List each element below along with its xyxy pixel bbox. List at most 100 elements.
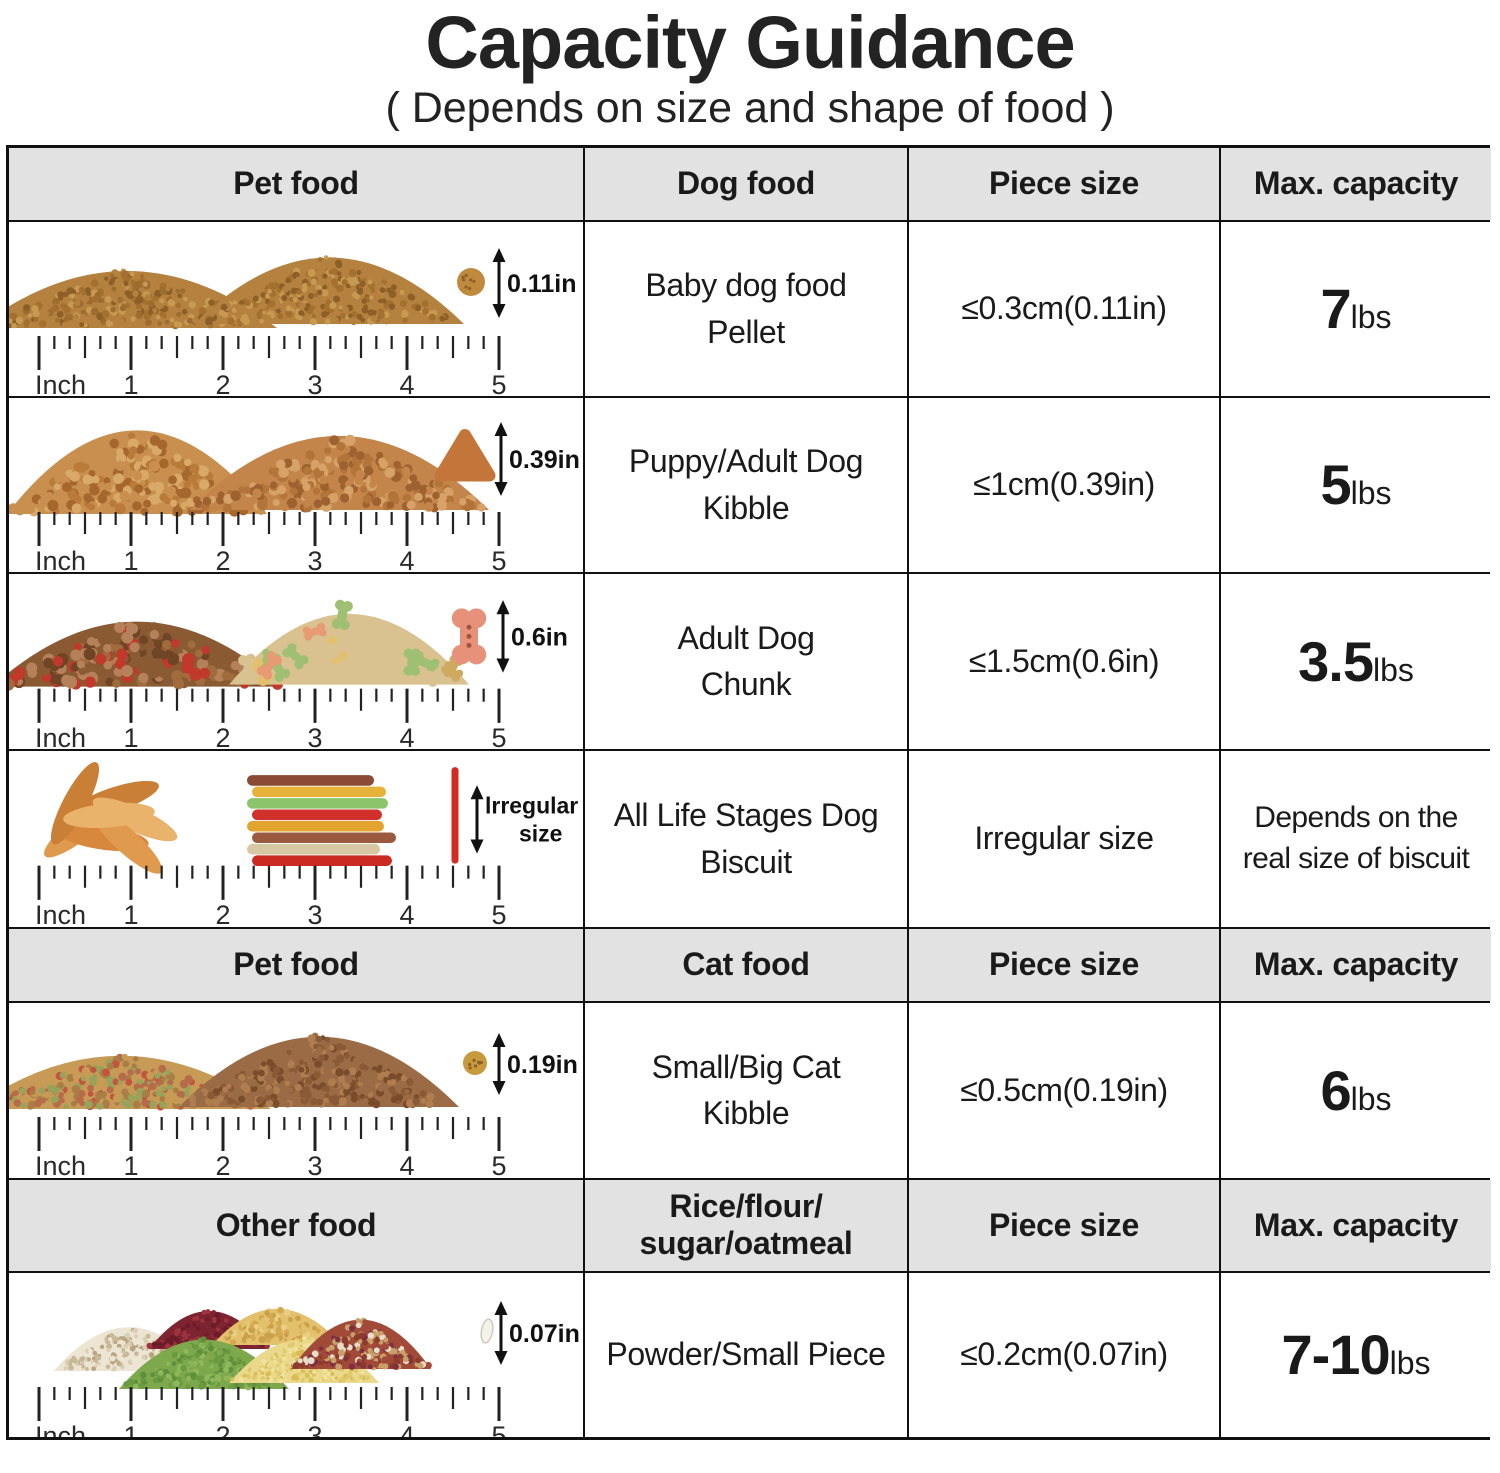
piece-size-cell: ≤1.5cm(0.6in) (909, 573, 1219, 749)
grains-food-image: 0.07in 1 2 3 4 5 Inch (35, 1300, 580, 1437)
svg-text:2: 2 (215, 1151, 230, 1178)
capacity-cell: Depends on the real size of biscuit (1221, 750, 1491, 927)
capacity-cell: 7-10 lbs (1221, 1272, 1491, 1437)
svg-text:5: 5 (491, 722, 506, 749)
svg-text:1: 1 (123, 1151, 138, 1178)
dog-kibble-food-image: 0.39in 1 2 3 4 5 Inch (9, 421, 580, 572)
svg-text:4: 4 (399, 370, 414, 396)
svg-text:5: 5 (491, 370, 506, 396)
inch-ruler: 1 2 3 4 5 Inch (35, 688, 507, 749)
food-type-cell: Powder/Small Piece (585, 1272, 907, 1437)
piece-size-cell: ≤0.5cm(0.19in) (909, 1002, 1219, 1178)
measure-indicator: 0.19in (492, 1032, 578, 1095)
svg-text:1: 1 (123, 1421, 138, 1437)
mound-pile (194, 254, 464, 326)
food-type-cell: Baby dog food Pellet (585, 221, 907, 396)
svg-text:3: 3 (307, 1421, 322, 1437)
svg-text:3: 3 (307, 1151, 322, 1178)
svg-text:4: 4 (399, 899, 414, 927)
header-pet-food: Pet food (9, 147, 583, 220)
rice-grain-icon (480, 1318, 494, 1344)
svg-text:5: 5 (491, 899, 506, 927)
svg-text:5: 5 (491, 546, 506, 572)
mound-pile (9, 430, 267, 517)
dog-biscuit-food-image: lrregular size 1 2 3 4 5 Inch (35, 761, 578, 927)
food-type-cell: All Life Stages Dog Biscuit (585, 750, 907, 927)
svg-text:0.07in: 0.07in (509, 1320, 580, 1348)
measure-indicator: lrregular size (470, 784, 578, 854)
svg-text:1: 1 (123, 722, 138, 749)
page-title: Capacity Guidance (425, 1, 1075, 84)
bone-biscuit-icon (451, 608, 487, 665)
capacity-table: Pet food Dog food Piece size Max. capaci… (6, 144, 1491, 1440)
svg-text:0.19in: 0.19in (507, 1051, 578, 1079)
svg-text:4: 4 (399, 1421, 414, 1437)
food-photo-cell: 0.39in 1 2 3 4 5 Inch (9, 397, 583, 572)
measure-indicator: 0.07in (494, 1300, 580, 1365)
jerky-pile (44, 761, 178, 874)
svg-text:2: 2 (215, 370, 230, 396)
inch-ruler: 1 2 3 4 5 Inch (35, 865, 507, 927)
header-max-capacity: Max. capacity (1221, 1179, 1491, 1271)
svg-text:3: 3 (307, 722, 322, 749)
svg-text:4: 4 (399, 722, 414, 749)
svg-text:0.6in: 0.6in (511, 623, 568, 651)
header-other-food: Other food (9, 1179, 583, 1271)
inch-ruler: 1 2 3 4 5 Inch (35, 335, 507, 396)
capacity-cell: 7 lbs (1221, 221, 1491, 396)
svg-text:Inch: Inch (35, 1421, 86, 1437)
svg-text:Inch: Inch (35, 546, 86, 572)
food-type-cell: Small/Big Cat Kibble (585, 1002, 907, 1178)
svg-text:4: 4 (399, 546, 414, 572)
svg-text:2: 2 (215, 722, 230, 749)
food-photo-cell: 0.11in 1 2 3 4 5 Inch (9, 221, 583, 396)
header-pet-food: Pet food (9, 928, 583, 1001)
header-cat-food: Cat food (585, 928, 907, 1001)
svg-text:2: 2 (215, 546, 230, 572)
svg-text:3: 3 (307, 370, 322, 396)
svg-text:2: 2 (215, 1421, 230, 1437)
svg-text:Inch: Inch (35, 722, 86, 749)
cat-kibble-icon (463, 1050, 487, 1075)
piece-size-cell: ≤0.3cm(0.11in) (909, 221, 1219, 396)
food-photo-cell: 0.6in 1 2 3 4 5 Inch (9, 573, 583, 749)
food-photo-cell: 0.19in 1 2 3 4 5 Inch (9, 1002, 583, 1178)
svg-text:Inch: Inch (35, 899, 86, 927)
svg-text:1: 1 (123, 370, 138, 396)
header-max-capacity: Max. capacity (1221, 928, 1491, 1001)
measure-indicator: 0.11in (492, 247, 577, 318)
mound-pile (9, 621, 283, 691)
svg-text:0.39in: 0.39in (509, 446, 580, 474)
inch-ruler: 1 2 3 4 5 Inch (35, 1386, 507, 1437)
cat-kibble-food-image: 0.19in 1 2 3 4 5 Inch (9, 1032, 578, 1178)
capacity-cell: 5 lbs (1221, 397, 1491, 572)
inch-ruler: 1 2 3 4 5 Inch (35, 511, 507, 572)
food-type-cell: Puppy/Adult Dog Kibble (585, 397, 907, 572)
header-piece-size: Piece size (909, 1179, 1219, 1271)
pellet-icon (457, 267, 485, 296)
sticks-pile (247, 774, 396, 866)
piece-size-cell: ≤0.2cm(0.07in) (909, 1272, 1219, 1437)
svg-text:1: 1 (123, 899, 138, 927)
mound-pile (189, 434, 489, 513)
bones-pile (229, 599, 469, 687)
dog-pellet-food-image: 0.11in 1 2 3 4 5 Inch (9, 247, 577, 396)
piece-size-cell: Irregular size (909, 750, 1219, 927)
svg-text:3: 3 (307, 899, 322, 927)
food-type-cell: Adult Dog Chunk (585, 573, 907, 749)
capacity-cell: 3.5 lbs (1221, 573, 1491, 749)
biscuit-stick-icon (451, 766, 459, 864)
inch-ruler: 1 2 3 4 5 Inch (35, 1116, 507, 1178)
dog-chunk-food-image: 0.6in 1 2 3 4 5 Inch (9, 599, 568, 749)
svg-text:1: 1 (123, 546, 138, 572)
mound-pile (179, 1032, 459, 1109)
header-max-capacity: Max. capacity (1221, 147, 1491, 220)
svg-text:0.11in: 0.11in (507, 270, 577, 298)
food-photo-cell: lrregular size 1 2 3 4 5 Inch (9, 750, 583, 927)
measure-indicator: 0.39in (494, 421, 580, 496)
header-dog-food: Dog food (585, 147, 907, 220)
piece-size-cell: ≤1cm(0.39in) (909, 397, 1219, 572)
capacity-cell: 6 lbs (1221, 1002, 1491, 1178)
header-piece-size: Piece size (909, 147, 1219, 220)
